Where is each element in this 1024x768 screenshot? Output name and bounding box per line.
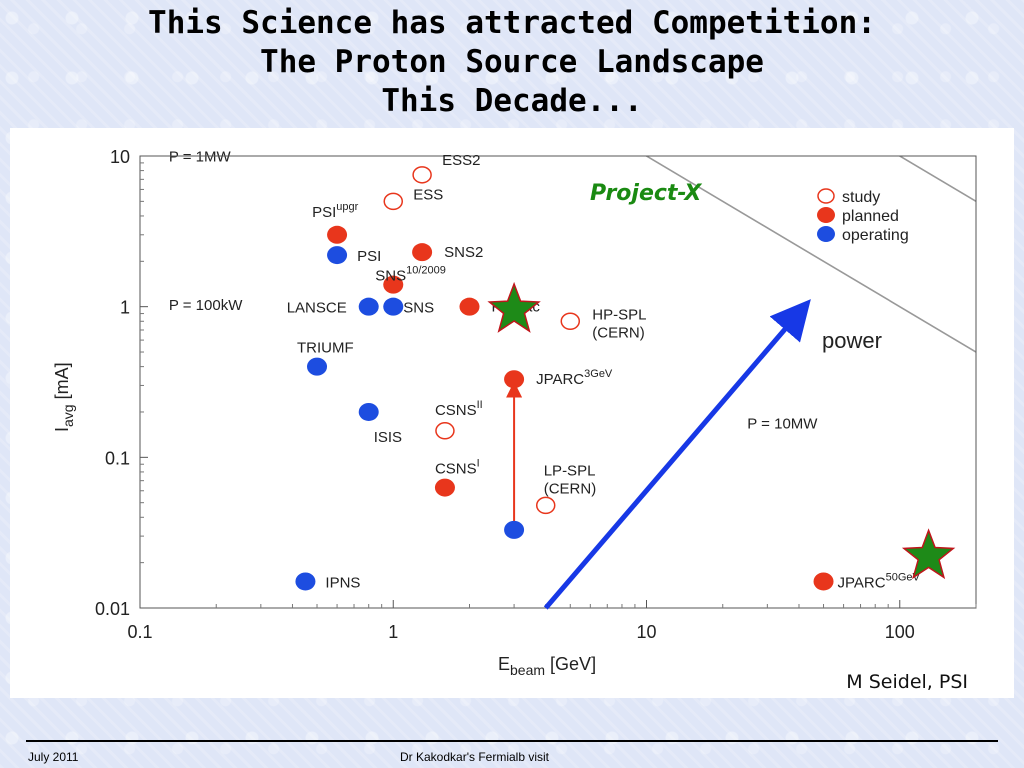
point-sns-102009-planned: [383, 275, 404, 294]
power-line-label-2: P = 1MW: [169, 148, 232, 165]
footer-event: Dr Kakodkar's Fermialb visit: [400, 750, 549, 764]
point-ipns-operating: [295, 572, 316, 591]
point-label-csns-i: CSNSI: [435, 458, 480, 478]
point-label-jparc-50gev: JPARC50GeV: [838, 571, 921, 591]
point-sublabel-lp-spl: (CERN): [544, 480, 597, 497]
power-label: power: [822, 328, 882, 353]
point-sublabel-hp-spl: (CERN): [592, 324, 645, 341]
point-label-lp-spl: LP-SPL: [544, 462, 596, 479]
credit-text: M Seidel, PSI: [846, 671, 968, 693]
legend-label-study: study: [842, 189, 880, 206]
y-tick-label: 0.1: [105, 448, 130, 468]
point-psi-upgr-planned: [327, 225, 348, 244]
point-csns-ii-study: [435, 422, 455, 440]
point-isis-operating: [358, 402, 379, 421]
point-csns-operating: [504, 520, 525, 539]
x-tick-label: 1: [388, 622, 398, 642]
chart-panel: P = 100kW P = 1MW P = 10MW 0.1 1 10 100 10 1 0.1 0…: [10, 128, 1014, 698]
point-ess2-study: [412, 166, 432, 184]
point-csns-i-planned: [434, 478, 455, 497]
point-label-isis: ISIS: [374, 429, 402, 446]
footer-date: July 2011: [28, 750, 79, 764]
point-triumf-operating: [307, 357, 328, 376]
legend-label-planned: planned: [842, 208, 899, 225]
point-label-ess: ESS: [413, 186, 443, 203]
x-axis-label: Ebeam [GeV]: [498, 654, 596, 678]
y-tick-label: 10: [110, 147, 130, 167]
point-ess-study: [383, 192, 404, 211]
x-tick-label: 10: [636, 622, 656, 642]
point-label-ipns: IPNS: [325, 574, 360, 591]
point-jparc-3gev-planned: [504, 370, 525, 389]
title-line-3: This Decade...: [381, 83, 643, 119]
point-psi-operating: [327, 246, 348, 265]
title-line-1: This Science has attracted Competition:: [148, 5, 876, 41]
footer-divider: [26, 740, 998, 742]
title-line-2: The Proton Source Landscape: [260, 44, 764, 80]
x-tick-label: 0.1: [127, 622, 152, 642]
slide-title: This Science has attracted Competition: …: [0, 4, 1024, 121]
legend-marker-operating: [817, 226, 835, 242]
project-x-star-2: [901, 528, 956, 580]
point-label-lansce: LANSCE: [287, 300, 347, 317]
project-x-star-1: [487, 281, 541, 333]
proton-source-chart: P = 100kW P = 1MW P = 10MW 0.1 1 10 100 10 1 0.1 0…: [52, 147, 977, 693]
point-label-csns-ii: CSNSII: [435, 399, 483, 419]
point-lp-spl-study: [535, 496, 556, 515]
y-axis-label: Iavg [mA]: [52, 362, 76, 432]
power-line-1: [644, 156, 976, 353]
point-label-psi: PSI: [357, 248, 381, 265]
point-label-ess2: ESS2: [442, 152, 480, 169]
point-label-jparc-3gev: JPARC3GeV: [536, 368, 613, 388]
point-label-sns-102009: SNS10/2009: [375, 265, 446, 285]
point-label-sns2: SNS2: [444, 244, 483, 261]
plot-frame: [139, 155, 977, 609]
power-line-label-3: P = 10MW: [747, 416, 818, 433]
point-label-hp-spl: HP-SPL: [592, 306, 646, 323]
legend-marker-study: [817, 188, 835, 204]
point-hp-spl-study: [560, 312, 581, 331]
power-arrow: [543, 299, 811, 610]
power-line-label-1: P = 100kW: [169, 297, 243, 314]
point-sns-operating: [383, 297, 404, 316]
x-tick-label: 100: [885, 622, 915, 642]
legend-label-operating: operating: [842, 227, 909, 244]
y-tick-label: 0.01: [95, 599, 130, 619]
legend-marker-planned: [817, 207, 835, 223]
point-sns2-planned: [412, 243, 433, 262]
point-lansce-operating: [358, 297, 379, 316]
point-label-psi-upgr: PSIupgr: [312, 201, 359, 221]
point-pxlinac-planned: [459, 297, 480, 316]
point-label-sns: SNS: [403, 300, 434, 317]
point-jparc-50gev-planned: [813, 572, 834, 591]
point-label-triumf: TRIUMF: [297, 340, 354, 357]
project-x-label: Project-X: [590, 181, 702, 206]
y-tick-label: 1: [120, 298, 130, 318]
